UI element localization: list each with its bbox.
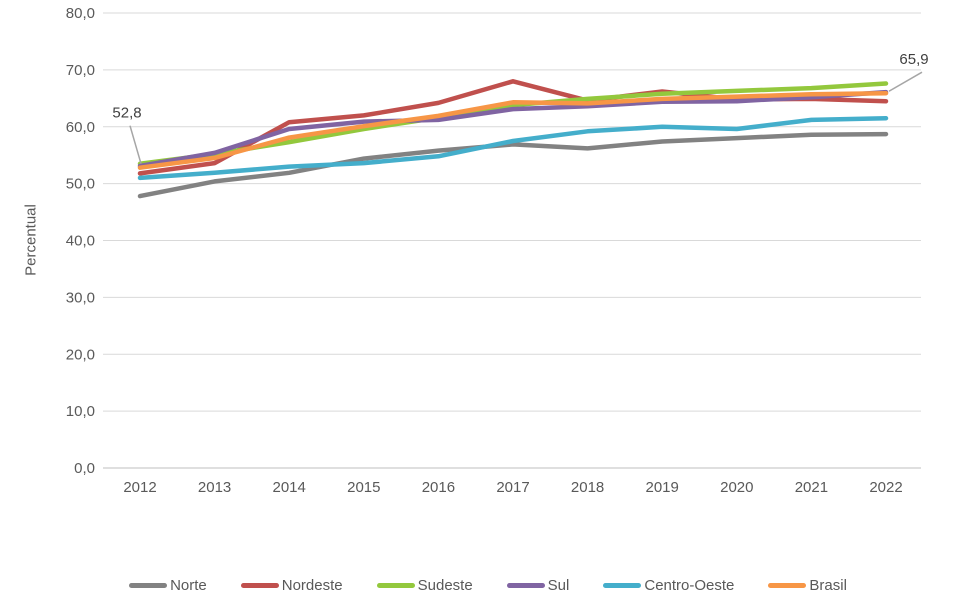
legend-item-norte: Norte — [129, 577, 207, 594]
legend-label: Sul — [547, 577, 570, 594]
series-line-sul — [137, 89, 889, 169]
annotation-label: 52,8 — [112, 105, 141, 122]
y-axis-title: Percentual — [22, 204, 40, 276]
x-tick-label: 2019 — [646, 479, 679, 496]
legend-label: Centro-Oeste — [644, 577, 735, 594]
y-tick-label: 40,0 — [66, 233, 95, 250]
legend-swatch-icon — [376, 583, 415, 588]
legend-label: Sudeste — [417, 577, 473, 594]
legend-swatch-icon — [506, 583, 545, 588]
y-tick-label: 70,0 — [66, 62, 95, 79]
legend-item-nordeste: Nordeste — [240, 577, 343, 594]
x-tick-label: 2017 — [496, 479, 529, 496]
annotation-leader-line — [888, 71, 923, 92]
annotation-label: 65,9 — [899, 51, 928, 68]
legend-label: Norte — [170, 577, 207, 594]
line-chart-canvas: 0,0 10,0 20,0 30,0 40,0 50,0 60,0 70,0 80,0 2012 2… — [66, 5, 929, 496]
x-tick-label: 2012 — [123, 479, 156, 496]
x-tick-label: 2021 — [795, 479, 828, 496]
y-tick-label: 0,0 — [74, 460, 95, 477]
annotation-leader-line — [129, 125, 142, 164]
legend-label: Nordeste — [281, 577, 343, 594]
x-tick-label: 2016 — [422, 479, 455, 496]
chart-legend: Norte Nordeste Sudeste Sul Centro-Oeste Brasi… — [0, 577, 976, 594]
legend-swatch-icon — [129, 583, 168, 588]
legend-item-sudeste: Sudeste — [376, 577, 473, 594]
series-line-centro-oeste — [137, 115, 889, 181]
y-tick-label: 10,0 — [66, 403, 95, 420]
y-tick-label: 30,0 — [66, 289, 95, 306]
x-tick-label: 2018 — [571, 479, 604, 496]
legend-swatch-icon — [603, 583, 642, 588]
x-tick-label: 2013 — [198, 479, 231, 496]
y-tick-label: 20,0 — [66, 346, 95, 363]
legend-item-sul: Sul — [506, 577, 570, 594]
y-tick-label: 50,0 — [66, 176, 95, 193]
legend-item-centro-oeste: Centro-Oeste — [603, 577, 734, 594]
x-tick-label: 2022 — [869, 479, 902, 496]
x-tick-label: 2020 — [720, 479, 753, 496]
y-tick-label: 80,0 — [66, 5, 95, 22]
series-line-norte — [137, 131, 889, 199]
legend-item-brasil: Brasil — [768, 577, 847, 594]
x-tick-label: 2015 — [347, 479, 380, 496]
legend-swatch-icon — [768, 583, 807, 588]
y-tick-label: 60,0 — [66, 119, 95, 136]
legend-swatch-icon — [240, 583, 279, 588]
series-line-brasil — [137, 90, 889, 170]
x-tick-label: 2014 — [273, 479, 306, 496]
legend-label: Brasil — [809, 577, 847, 594]
